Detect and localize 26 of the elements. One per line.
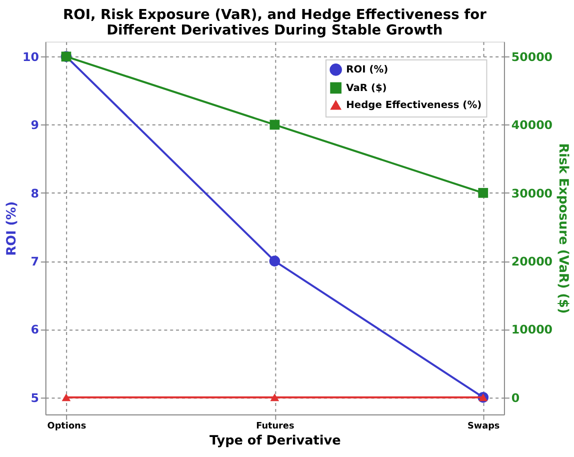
x-tick-label: Options (47, 422, 86, 432)
y2-tick-label: 30000 (511, 186, 553, 200)
y-tick-label: 8 (30, 186, 39, 200)
point (270, 394, 280, 402)
legend-label: Hedge Effectiveness (%) (346, 100, 482, 112)
y-tick-label: 9 (30, 118, 39, 132)
y-axis-title: ROI (%) (4, 201, 20, 256)
y-tick-label: 7 (30, 254, 39, 268)
point (62, 394, 71, 402)
x-axis-title: Type of Derivative (210, 433, 342, 448)
y-tick-label: 6 (30, 322, 39, 337)
x-tick-label: Swaps (468, 422, 500, 432)
y-tick-label: 5 (30, 390, 39, 405)
point (270, 120, 280, 130)
y2-tick-label: 0 (511, 390, 520, 405)
y2-tick-label: 20000 (511, 254, 553, 268)
x-tick-label: Futures (256, 422, 294, 432)
y-tick-label: 10 (22, 50, 39, 64)
chart-title: ROI, Risk Exposure (VaR), and Hedge Effectiveness for Different Derivatives During Stable Growth (62, 6, 487, 39)
y2-tick-label: 10000 (511, 322, 553, 337)
legend-label: ROI (%) (346, 64, 388, 76)
y2-tick-label: 40000 (511, 118, 553, 132)
point (478, 188, 488, 198)
y2-tick-label: 50000 (511, 50, 553, 64)
y2-axis-title: Risk Exposure (VaR) ($) (555, 143, 570, 314)
legend-label: VaR ($) (346, 82, 387, 94)
